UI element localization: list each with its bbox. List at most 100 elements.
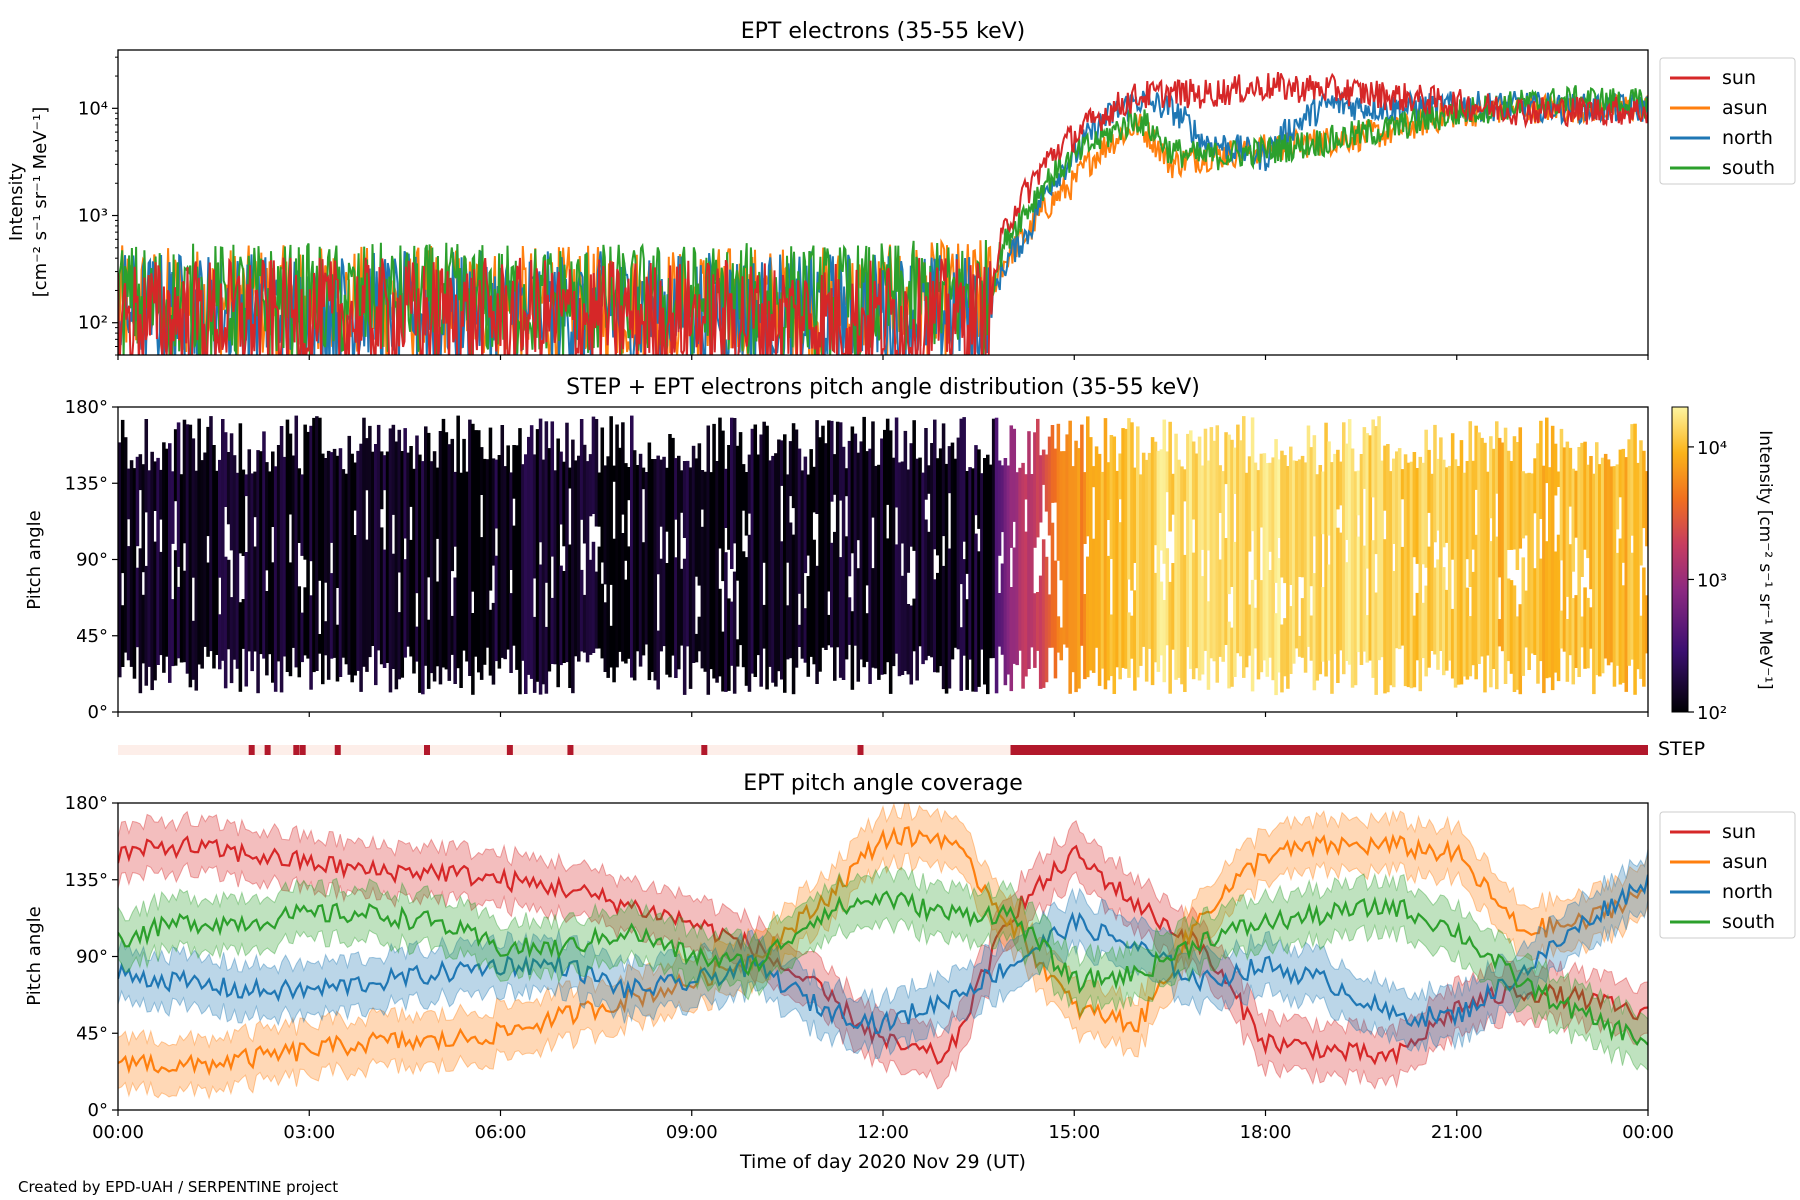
heatmap-cell [1233,541,1237,677]
heatmap-cell [1600,457,1605,674]
heatmap-cell [1177,459,1181,678]
heatmap-cell [815,565,819,684]
heatmap-cell [382,455,387,491]
heatmap-cell [915,458,919,681]
panel3-legend: sun asun north south [1659,811,1796,939]
heatmap-cell [1244,472,1249,668]
heatmap-cell [591,541,596,653]
heatmap-cell [1253,462,1258,580]
heatmap-cell [1533,568,1537,655]
heatmap-cell [1300,598,1305,658]
heatmap-cell [986,454,990,695]
heatmap-cell [803,608,808,663]
heatmap-cell [1565,441,1570,597]
heatmap-cell [735,445,740,581]
heatmap-cell [1056,423,1061,561]
heatmap-cell [312,417,316,673]
heatmap-cell [1559,610,1564,649]
heatmap-cell [974,533,978,692]
legend-label-south: south [1722,157,1775,179]
heatmap-cell [182,570,187,663]
heatmap-cell [365,438,369,491]
heatmap-cell [762,604,766,649]
heatmap-cell [426,619,431,689]
heatmap-cell [1548,467,1552,678]
heatmap-cell [783,434,787,693]
step-on-segment [857,745,864,755]
heatmap-cell [297,586,302,678]
heatmap-cell [1536,443,1540,684]
heatmap-cell [988,464,993,659]
heatmap-cell [1365,433,1370,569]
heatmap-cell [1562,447,1567,652]
heatmap-cell [1586,464,1590,559]
heatmap-cell [229,433,234,551]
heatmap-cell [1200,465,1205,550]
heatmap-cell [1230,439,1234,587]
heatmap-cell [291,455,296,648]
heatmap-cell [827,420,831,592]
heatmap-cell [1247,604,1252,656]
heatmap-cell [700,470,705,510]
heatmap-cell [432,451,437,682]
heatmap-cell [918,457,922,647]
heatmap-cell [1344,443,1349,540]
heatmap-cell [356,450,360,671]
heatmap-cell [1553,443,1558,496]
heatmap-cell [538,418,543,543]
heatmap-cell [847,597,852,645]
heatmap-cell [1247,456,1252,552]
heatmap-cell [924,428,928,500]
heatmap-cell [1242,416,1246,678]
heatmap-cell [1524,473,1528,536]
heatmap-cell [1021,462,1025,689]
heatmap-cell [1224,432,1228,485]
heatmap-cell [588,559,593,655]
panel1-ylabel-line2: [cm⁻² s⁻¹ sr⁻¹ MeV⁻¹] [30,107,51,298]
heatmap-cell [579,569,584,652]
heatmap-cell [1489,541,1493,688]
heatmap-cell [1333,453,1337,655]
heatmap-cell [732,418,737,544]
heatmap-cell [1300,455,1305,578]
heatmap-cell [1268,570,1272,658]
heatmap-cell [650,459,655,672]
heatmap-cell [838,557,843,678]
heatmap-cell [697,616,702,652]
heatmap-cell [1174,433,1178,680]
heatmap-cell [1580,616,1584,648]
heatmap-cell [788,522,793,659]
heatmap-cell [550,597,555,664]
heatmap-cell [253,471,257,518]
heatmap-cell [983,458,987,685]
heatmap-cell [1018,467,1022,651]
heatmap-cell [971,468,975,692]
heatmap-cell [568,467,572,489]
heatmap-cell [1271,457,1275,681]
heatmap-cell [974,445,978,516]
heatmap-cell [141,594,146,664]
heatmap-cell [862,416,866,668]
heatmap-cell [735,639,740,667]
heatmap-cell [1056,616,1061,653]
ytick-label: 90° [76,550,108,571]
heatmap-cell [1636,462,1640,670]
heatmap-cell [1583,587,1587,669]
step-on-segment [701,745,708,755]
heatmap-cell [1421,602,1425,659]
heatmap-cell [359,443,363,692]
heatmap-cell [494,555,499,662]
heatmap-cell [800,470,805,659]
panel2-axes: 0° 45° 90° 135° 180° [65,397,1649,723]
heatmap-cell [844,536,849,660]
heatmap-cell [400,451,405,678]
heatmap-cell [1568,447,1573,507]
heatmap-cell [1094,446,1099,648]
heatmap-cell [1603,453,1608,659]
footer-credit: Created by EPD-UAH / SERPENTINE project [18,1178,338,1196]
heatmap-cell [138,548,143,694]
heatmap-cell [962,417,966,542]
heatmap-cell [1153,572,1158,663]
heatmap-cell [991,418,996,659]
heatmap-cell [1409,461,1414,689]
